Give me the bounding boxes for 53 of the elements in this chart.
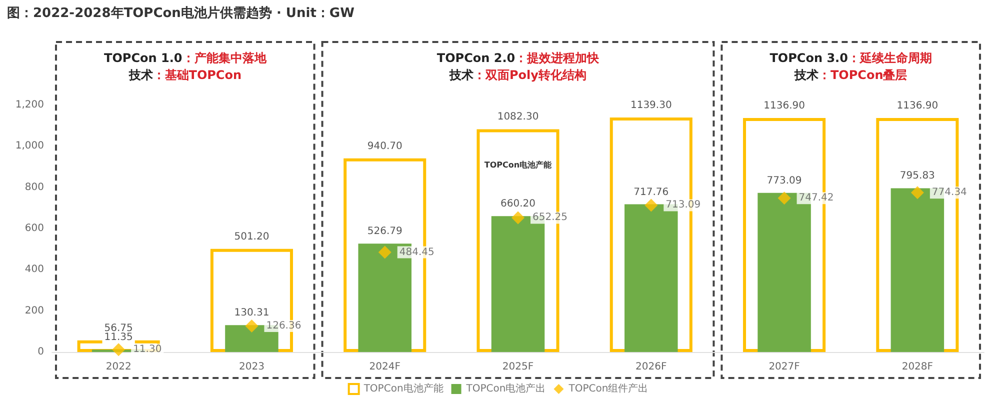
point [112,343,126,356]
text: TOPCon 1.0：产能集中落地 [104,51,268,65]
x-tick-label: 2026F [636,362,667,372]
x-tick-label: 2022 [106,362,132,372]
y-tick-label: 200 [24,305,44,316]
text: TOPCon 2.0：提效进程加快 [436,51,600,65]
data-label: 56.75 [104,322,133,334]
data-label: 11.30 [133,344,162,356]
data-label: 1136.90 [896,100,938,112]
text: 技术：双面Poly转化结构 [448,68,586,82]
point [245,319,258,332]
data-label: 773.09 [766,175,802,186]
text: 技术：TOPCon叠层 [793,68,908,82]
data-label: 526.79 [367,226,402,238]
text: 技术：基础TOPCon [128,68,242,82]
y-tick-label: 1,200 [15,100,44,110]
x-tick-label: 2027F [768,362,800,372]
data-label: 713.09 [666,200,701,211]
x-tick-label: 2025F [502,362,534,372]
data-label: 717.76 [634,186,669,198]
point [778,192,791,205]
y-tick-label: 0 [38,346,44,358]
data-label: 795.83 [900,170,935,182]
data-label: 1082.30 [497,112,539,123]
x-tick-label: 2024F [369,362,401,372]
legend-label: TOPCon电池产能 [362,382,444,394]
y-tick-label: 800 [24,182,44,193]
point [512,211,524,224]
x-tick-label: 2023 [238,362,264,372]
point [644,198,658,212]
y-tick-label: 1,000 [15,140,44,152]
data-label: 652.25 [532,212,568,224]
y-tick-label: 600 [24,223,44,234]
x-tick-label: 2028F [902,362,934,372]
data-label: 501.20 [234,231,270,242]
data-label: 940.70 [367,140,402,152]
point [378,246,392,259]
point [910,186,924,200]
data-label: 1139.30 [630,100,672,111]
legend-label: TOPCon组件产出 [568,382,648,394]
data-label: 774.34 [932,187,967,198]
data-label: 747.42 [798,192,834,204]
text: TOPCon 3.0：延续生命周期 [770,51,932,65]
data-label: 1136.90 [764,100,805,112]
data-label: 130.31 [234,308,270,319]
legend-label: TOPCon电池产出 [465,382,546,394]
chart-title: 图：2022-2028年TOPCon电池片供需趋势 · Unit：GW [7,5,354,21]
data-label: 484.45 [399,246,434,258]
data-label: 660.20 [500,198,536,210]
annotation: TOPCon电池产能 [484,160,553,170]
data-label: 126.36 [266,320,302,332]
data-label: 11.35 [104,332,133,344]
y-tick-label: 400 [24,264,44,276]
